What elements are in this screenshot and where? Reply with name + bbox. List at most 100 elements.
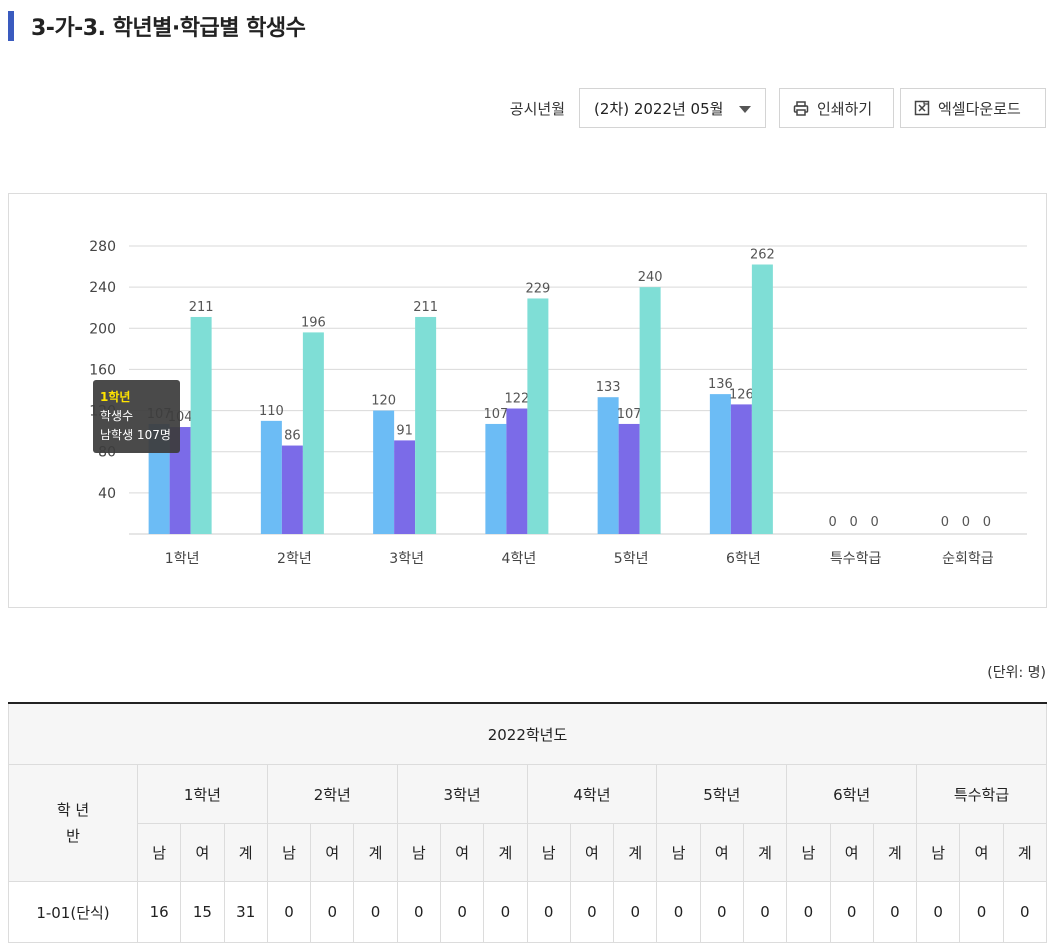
sex-header: 계: [613, 823, 658, 882]
grade-header: 특수학급: [916, 764, 1047, 824]
data-label: 240: [638, 270, 663, 285]
x-tick-label: 1학년: [165, 551, 200, 567]
data-label: 196: [301, 315, 326, 330]
sex-header: 남: [396, 823, 441, 882]
bar: [751, 264, 773, 534]
period-select-value: (2차) 2022년 05월: [594, 99, 724, 118]
bar: [618, 423, 640, 534]
sex-header: 남: [916, 823, 961, 882]
bar: [485, 423, 507, 534]
chart-tooltip: 1학년 학생수 남학생 107명: [93, 380, 180, 453]
table-row: 1-01(단식) 16 15 31 0 0 0 0 0 0 0 0 0 0 0 0 0 0 0 0 0 0: [8, 881, 1048, 943]
data-label: 122: [504, 392, 529, 407]
data-label: 211: [189, 300, 214, 315]
period-label: 공시년월: [509, 99, 565, 118]
data-label: 262: [750, 248, 775, 263]
data-label: 229: [525, 281, 550, 296]
sex-header: 계: [223, 823, 268, 882]
data-label: 126: [729, 387, 754, 402]
count-cell: 0: [959, 881, 1004, 943]
sex-header: 남: [656, 823, 701, 882]
y-tick-label: 200: [89, 321, 116, 337]
sex-header: 남: [136, 823, 182, 882]
data-label: 136: [708, 377, 733, 392]
sex-header: 여: [829, 823, 874, 882]
bar: [190, 316, 212, 534]
y-tick-label: 160: [89, 362, 116, 378]
count-cell: 0: [266, 881, 312, 943]
grade-header: 3학년: [396, 764, 528, 824]
excel-download-button[interactable]: 엑셀다운로드: [900, 88, 1046, 128]
count-cell: 0: [916, 881, 961, 943]
print-button[interactable]: 인쇄하기: [779, 88, 894, 128]
bar: [527, 298, 549, 534]
printer-icon: [793, 100, 809, 116]
count-cell: 0: [353, 881, 398, 943]
data-label: 0: [828, 515, 836, 530]
data-label: 107: [483, 407, 508, 422]
unit-label: (단위: 명): [987, 665, 1046, 681]
page-title: 3-가-3. 학년별·학급별 학생수: [8, 10, 306, 42]
x-tick-label: 4학년: [502, 551, 537, 567]
data-label: 110: [259, 404, 284, 419]
tooltip-series: 학생수: [100, 409, 134, 423]
y-tick-label: 240: [89, 280, 116, 296]
sex-header: 계: [872, 823, 918, 882]
data-label: 0: [962, 515, 970, 530]
sex-header: 남: [526, 823, 571, 882]
x-tick-label: 6학년: [726, 551, 761, 567]
count-cell: 0: [526, 881, 571, 943]
bar: [373, 410, 395, 534]
title-accent-bar: [8, 11, 14, 41]
bar: [639, 287, 661, 534]
count-cell: 0: [613, 881, 658, 943]
data-label: 86: [284, 429, 301, 444]
caret-down-icon: [739, 106, 751, 113]
tooltip-value: 남학생 107명: [100, 428, 171, 442]
x-tick-label: 특수학급: [830, 551, 882, 567]
sex-header: 여: [439, 823, 485, 882]
year-header: 2022학년도: [8, 702, 1047, 765]
count-cell: 0: [786, 881, 831, 943]
count-cell: 0: [310, 881, 355, 943]
count-cell: 0: [872, 881, 918, 943]
bar: [415, 316, 437, 534]
x-tick-label: 2학년: [277, 551, 312, 567]
data-label: 0: [870, 515, 878, 530]
tooltip-grade: 1학년: [100, 390, 131, 404]
sex-header: 여: [180, 823, 225, 882]
data-label: 91: [396, 423, 413, 438]
print-button-label: 인쇄하기: [817, 99, 873, 118]
toolbar: 공시년월 (2차) 2022년 05월 인쇄하기 엑셀다운로드: [510, 87, 1046, 129]
data-label: 120: [371, 394, 396, 409]
x-tick-label: 3학년: [389, 551, 424, 567]
sex-header: 계: [483, 823, 528, 882]
sex-header: 계: [1002, 823, 1048, 882]
chart-panel: 40801201602002402801학년1071042112학년110861…: [8, 193, 1047, 608]
sex-header: 남: [786, 823, 831, 882]
sex-header: 계: [742, 823, 788, 882]
bar: [394, 440, 416, 534]
sex-header: 여: [310, 823, 355, 882]
y-tick-label: 40: [98, 486, 116, 502]
count-cell: 15: [180, 881, 225, 943]
grade-header: 6학년: [786, 764, 918, 824]
period-select[interactable]: (2차) 2022년 05월: [579, 88, 766, 128]
sex-header: 여: [959, 823, 1004, 882]
x-tick-label: 순회학급: [942, 551, 994, 567]
count-cell: 0: [1002, 881, 1048, 943]
count-cell: 0: [396, 881, 441, 943]
sex-header: 여: [699, 823, 744, 882]
row-header-class: 반: [66, 827, 80, 845]
bar: [260, 420, 282, 534]
class-name-cell: 1-01(단식): [8, 881, 138, 943]
row-header: 학 년 반: [8, 764, 138, 882]
sex-header: 계: [353, 823, 398, 882]
data-label: 107: [617, 407, 642, 422]
count-cell: 0: [569, 881, 615, 943]
row-header-grade: 학 년: [56, 801, 90, 819]
y-tick-label: 280: [89, 239, 116, 255]
count-cell: 0: [439, 881, 485, 943]
bar-chart: 40801201602002402801학년1071042112학년110861…: [89, 239, 1027, 567]
count-cell: 0: [656, 881, 701, 943]
